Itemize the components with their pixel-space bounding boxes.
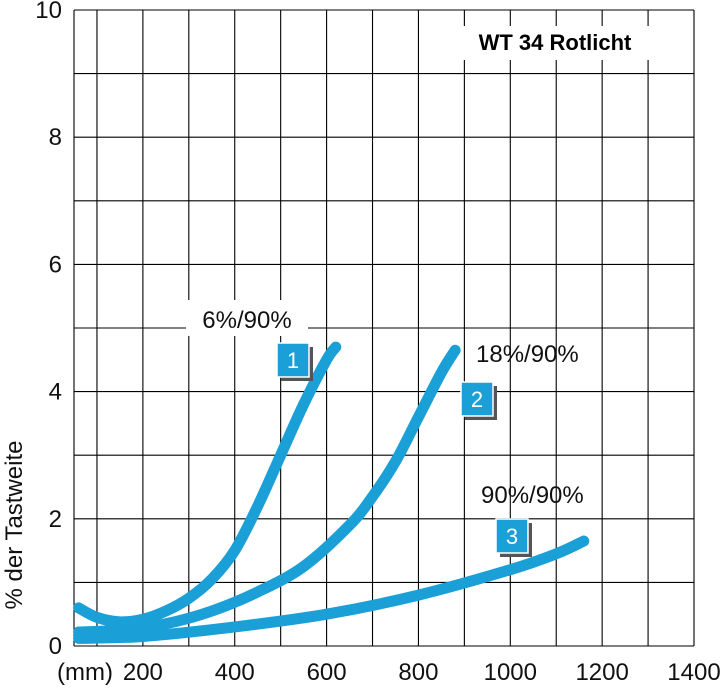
x-tick-label: 400 <box>215 659 255 686</box>
chart-title: WT 34 Rotlicht <box>479 30 632 55</box>
y-tick-label: 2 <box>49 506 62 533</box>
x-tick-label: 200 <box>123 659 163 686</box>
x-tick-label: 800 <box>398 659 438 686</box>
grid <box>73 9 695 647</box>
y-tick-label: 4 <box>49 379 62 406</box>
badge-number: 1 <box>287 348 299 373</box>
title-background <box>455 26 655 60</box>
x-tick-labels: 200 400 600 800 1000 1200 1400 <box>123 659 720 686</box>
x-tick-label: 1400 <box>667 659 720 686</box>
badge-number: 3 <box>506 524 518 549</box>
series-badge-1: 1 <box>276 342 313 381</box>
x-tick-label: 1000 <box>484 659 537 686</box>
y-tick-labels: 0 2 4 6 8 10 <box>35 0 62 660</box>
x-axis-label: (mm) <box>57 659 113 686</box>
y-axis-label: % der Tastweite <box>1 441 28 610</box>
series-label-background <box>186 300 308 336</box>
series-name-label-3: 90%/90% <box>481 482 584 509</box>
y-tick-label: 6 <box>49 251 62 278</box>
y-tick-label: 10 <box>35 0 62 24</box>
series-line-2 <box>73 344 461 638</box>
y-tick-label: 0 <box>49 633 62 660</box>
series-line-3 <box>73 535 590 644</box>
curves <box>73 341 590 644</box>
series-line-1 <box>73 341 342 628</box>
series-badge-3: 3 <box>495 518 532 557</box>
annotations: 6%/90% 1 18%/90% 2 90%/90% 3 <box>186 300 584 557</box>
series-name-label-2: 18%/90% <box>476 341 579 368</box>
x-tick-label: 1200 <box>575 659 628 686</box>
series-name-label-1: 6%/90% <box>202 307 291 334</box>
badge-number: 2 <box>471 387 483 412</box>
series-badge-2: 2 <box>460 381 497 420</box>
y-tick-label: 8 <box>49 124 62 151</box>
x-tick-label: 600 <box>307 659 347 686</box>
